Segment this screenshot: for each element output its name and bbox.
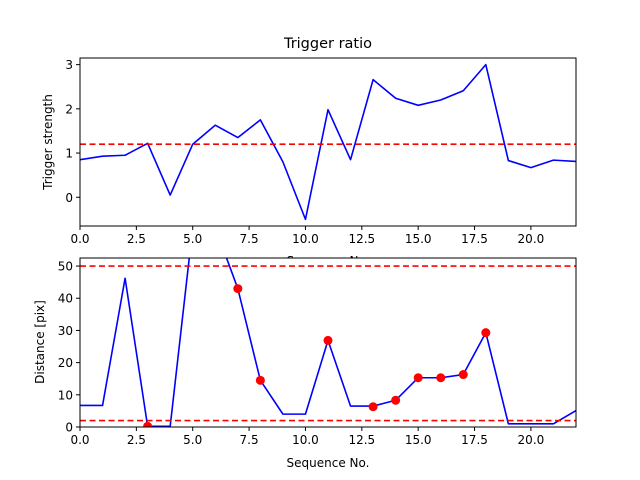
bottom-plot-area bbox=[80, 258, 576, 427]
bottom-y-tick-label: 0 bbox=[65, 421, 73, 435]
bottom-x-tick-label: 17.5 bbox=[461, 433, 488, 447]
top-x-tick-label: 10.0 bbox=[292, 232, 319, 246]
bottom-x-tick-label: 2.5 bbox=[127, 433, 146, 447]
top-x-tick-label: 15.0 bbox=[405, 232, 432, 246]
top-x-tick-label: 17.5 bbox=[461, 232, 488, 246]
bottom-x-tick-label: 5.0 bbox=[183, 433, 202, 447]
bottom-x-tick-label: 12.5 bbox=[348, 433, 375, 447]
top-y-tick-label: 0 bbox=[65, 191, 73, 205]
top-x-tick-label: 5.0 bbox=[183, 232, 202, 246]
bottom-data-point bbox=[413, 373, 423, 383]
bottom-data-point bbox=[391, 395, 401, 405]
bottom-x-axis-label: Sequence No. bbox=[287, 456, 370, 470]
top-x-tick-label: 12.5 bbox=[348, 232, 375, 246]
bottom-x-tick-label: 15.0 bbox=[405, 433, 432, 447]
top-x-tick-label: 20.0 bbox=[518, 232, 545, 246]
top-y-tick-label: 1 bbox=[65, 147, 73, 161]
top-y-axis-label: Trigger strength bbox=[41, 94, 55, 191]
bottom-x-tick-label: 0.0 bbox=[70, 433, 89, 447]
bottom-x-tick-label: 7.5 bbox=[240, 433, 259, 447]
bottom-y-tick-label: 30 bbox=[58, 324, 73, 338]
bottom-data-point bbox=[255, 375, 265, 385]
bottom-y-tick-label: 20 bbox=[58, 356, 73, 370]
top-x-tick-label: 7.5 bbox=[240, 232, 259, 246]
bottom-data-point bbox=[458, 370, 468, 380]
bottom-data-point bbox=[143, 421, 153, 427]
bottom-data-point bbox=[436, 373, 446, 383]
bottom-x-tick-label: 20.0 bbox=[518, 433, 545, 447]
top-y-tick-label: 2 bbox=[65, 102, 73, 116]
bottom-axes-frame bbox=[79, 257, 577, 428]
bottom-y-tick-label: 50 bbox=[58, 260, 73, 274]
top-series-line bbox=[80, 63, 576, 221]
top-x-tick-label: 0.0 bbox=[70, 232, 89, 246]
top-x-tick-label: 2.5 bbox=[127, 232, 146, 246]
top-axis-ticks: 0.0 2.5 5.0 7.5 10.0 12.5 15.0 17.5 20.0 0 1 2 3 bbox=[65, 58, 544, 246]
bottom-x-tick-label: 10.0 bbox=[292, 433, 319, 447]
top-plot-area bbox=[80, 63, 576, 221]
bottom-y-tick-label: 10 bbox=[58, 388, 73, 402]
bottom-y-tick-label: 40 bbox=[58, 292, 73, 306]
bottom-data-point bbox=[368, 402, 378, 412]
top-axes-frame bbox=[79, 57, 577, 227]
top-y-tick-label: 3 bbox=[65, 58, 73, 72]
bottom-data-point bbox=[481, 328, 491, 338]
top-chart-title: Trigger ratio bbox=[283, 36, 372, 52]
bottom-data-point bbox=[233, 284, 243, 294]
bottom-axis-ticks: 0.0 2.5 5.0 7.5 10.0 12.5 15.0 17.5 20.0 0 10 20 30 4… bbox=[58, 260, 545, 447]
bottom-subplot: 0.0 2.5 5.0 7.5 10.0 12.5 15.0 17.5 20.0 0 10 20 30 4… bbox=[33, 257, 577, 470]
bottom-data-point bbox=[323, 335, 333, 345]
bottom-y-axis-label: Distance [pix] bbox=[33, 300, 47, 384]
